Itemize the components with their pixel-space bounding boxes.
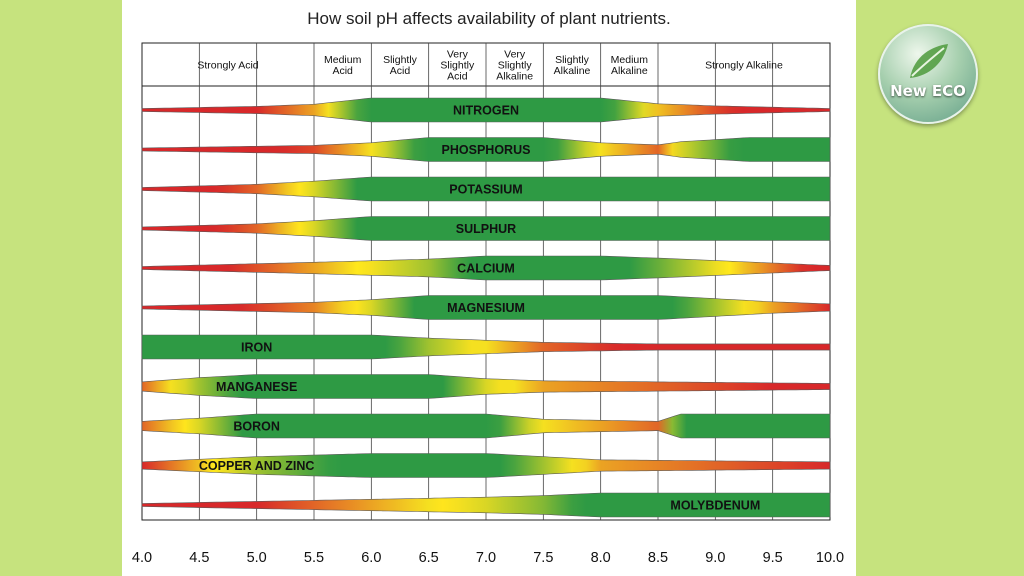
nutrient-label: POTASSIUM [449,183,522,197]
ph-range-label: Slightly Alkaline [554,54,591,77]
band-iron [141,334,831,360]
x-tick-label: 4.5 [189,550,209,566]
nutrient-label: COPPER AND ZINC [199,459,315,473]
x-tick-label: 8.5 [648,550,668,566]
band-magnesium [141,295,831,320]
band-nitrogen [141,97,831,123]
chart-title: How soil pH affects availability of plan… [307,9,670,28]
ph-range-label: Strongly Acid [197,60,258,72]
band-boron [141,413,831,439]
band-copper-and-zinc [141,453,831,478]
nutrient-label: MOLYBDENUM [670,499,760,513]
band-potassium [141,176,831,202]
band-sulphur [141,216,831,241]
ph-range-label: Very Slightly Acid [440,49,475,83]
nutrient-availability-chart: How soil pH affects availability of plan… [132,9,844,566]
x-tick-label: 4.0 [132,550,152,566]
nutrient-label: MAGNESIUM [447,301,525,315]
nutrient-label: NITROGEN [453,104,519,118]
x-tick-label: 8.0 [591,550,611,566]
x-tick-label: 6.5 [419,550,439,566]
leaf-icon [910,44,948,78]
x-tick-label: 7.5 [533,550,553,566]
x-tick-label: 5.0 [247,550,267,566]
band-phosphorus [141,137,831,162]
nutrient-label: PHOSPHORUS [442,143,531,157]
band-calcium [141,255,831,281]
band-molybdenum [141,492,831,518]
ph-range-label: Medium Acid [324,54,362,77]
nutrient-label: SULPHUR [456,222,516,236]
x-tick-label: 10.0 [816,550,844,566]
ph-range-label: Strongly Alkaline [705,60,783,72]
nutrient-label: BORON [233,420,280,434]
x-tick-label: 7.0 [476,550,496,566]
logo-text: New ECO [890,82,966,100]
nutrient-label: CALCIUM [457,262,515,276]
x-tick-label: 5.5 [304,550,324,566]
ph-range-label: Medium Alkaline [611,54,649,77]
band-manganese [141,374,831,399]
x-tick-label: 6.0 [361,550,381,566]
nutrient-label: IRON [241,341,272,355]
new-eco-logo: New ECO [878,24,978,124]
ph-range-label: Slightly Acid [383,54,418,77]
x-tick-label: 9.5 [763,550,783,566]
chart-panel: How soil pH affects availability of plan… [122,0,856,576]
nutrient-label: MANGANESE [216,380,297,394]
x-tick-label: 9.0 [705,550,725,566]
ph-range-label: Very Slightly Alkaline [496,49,533,83]
